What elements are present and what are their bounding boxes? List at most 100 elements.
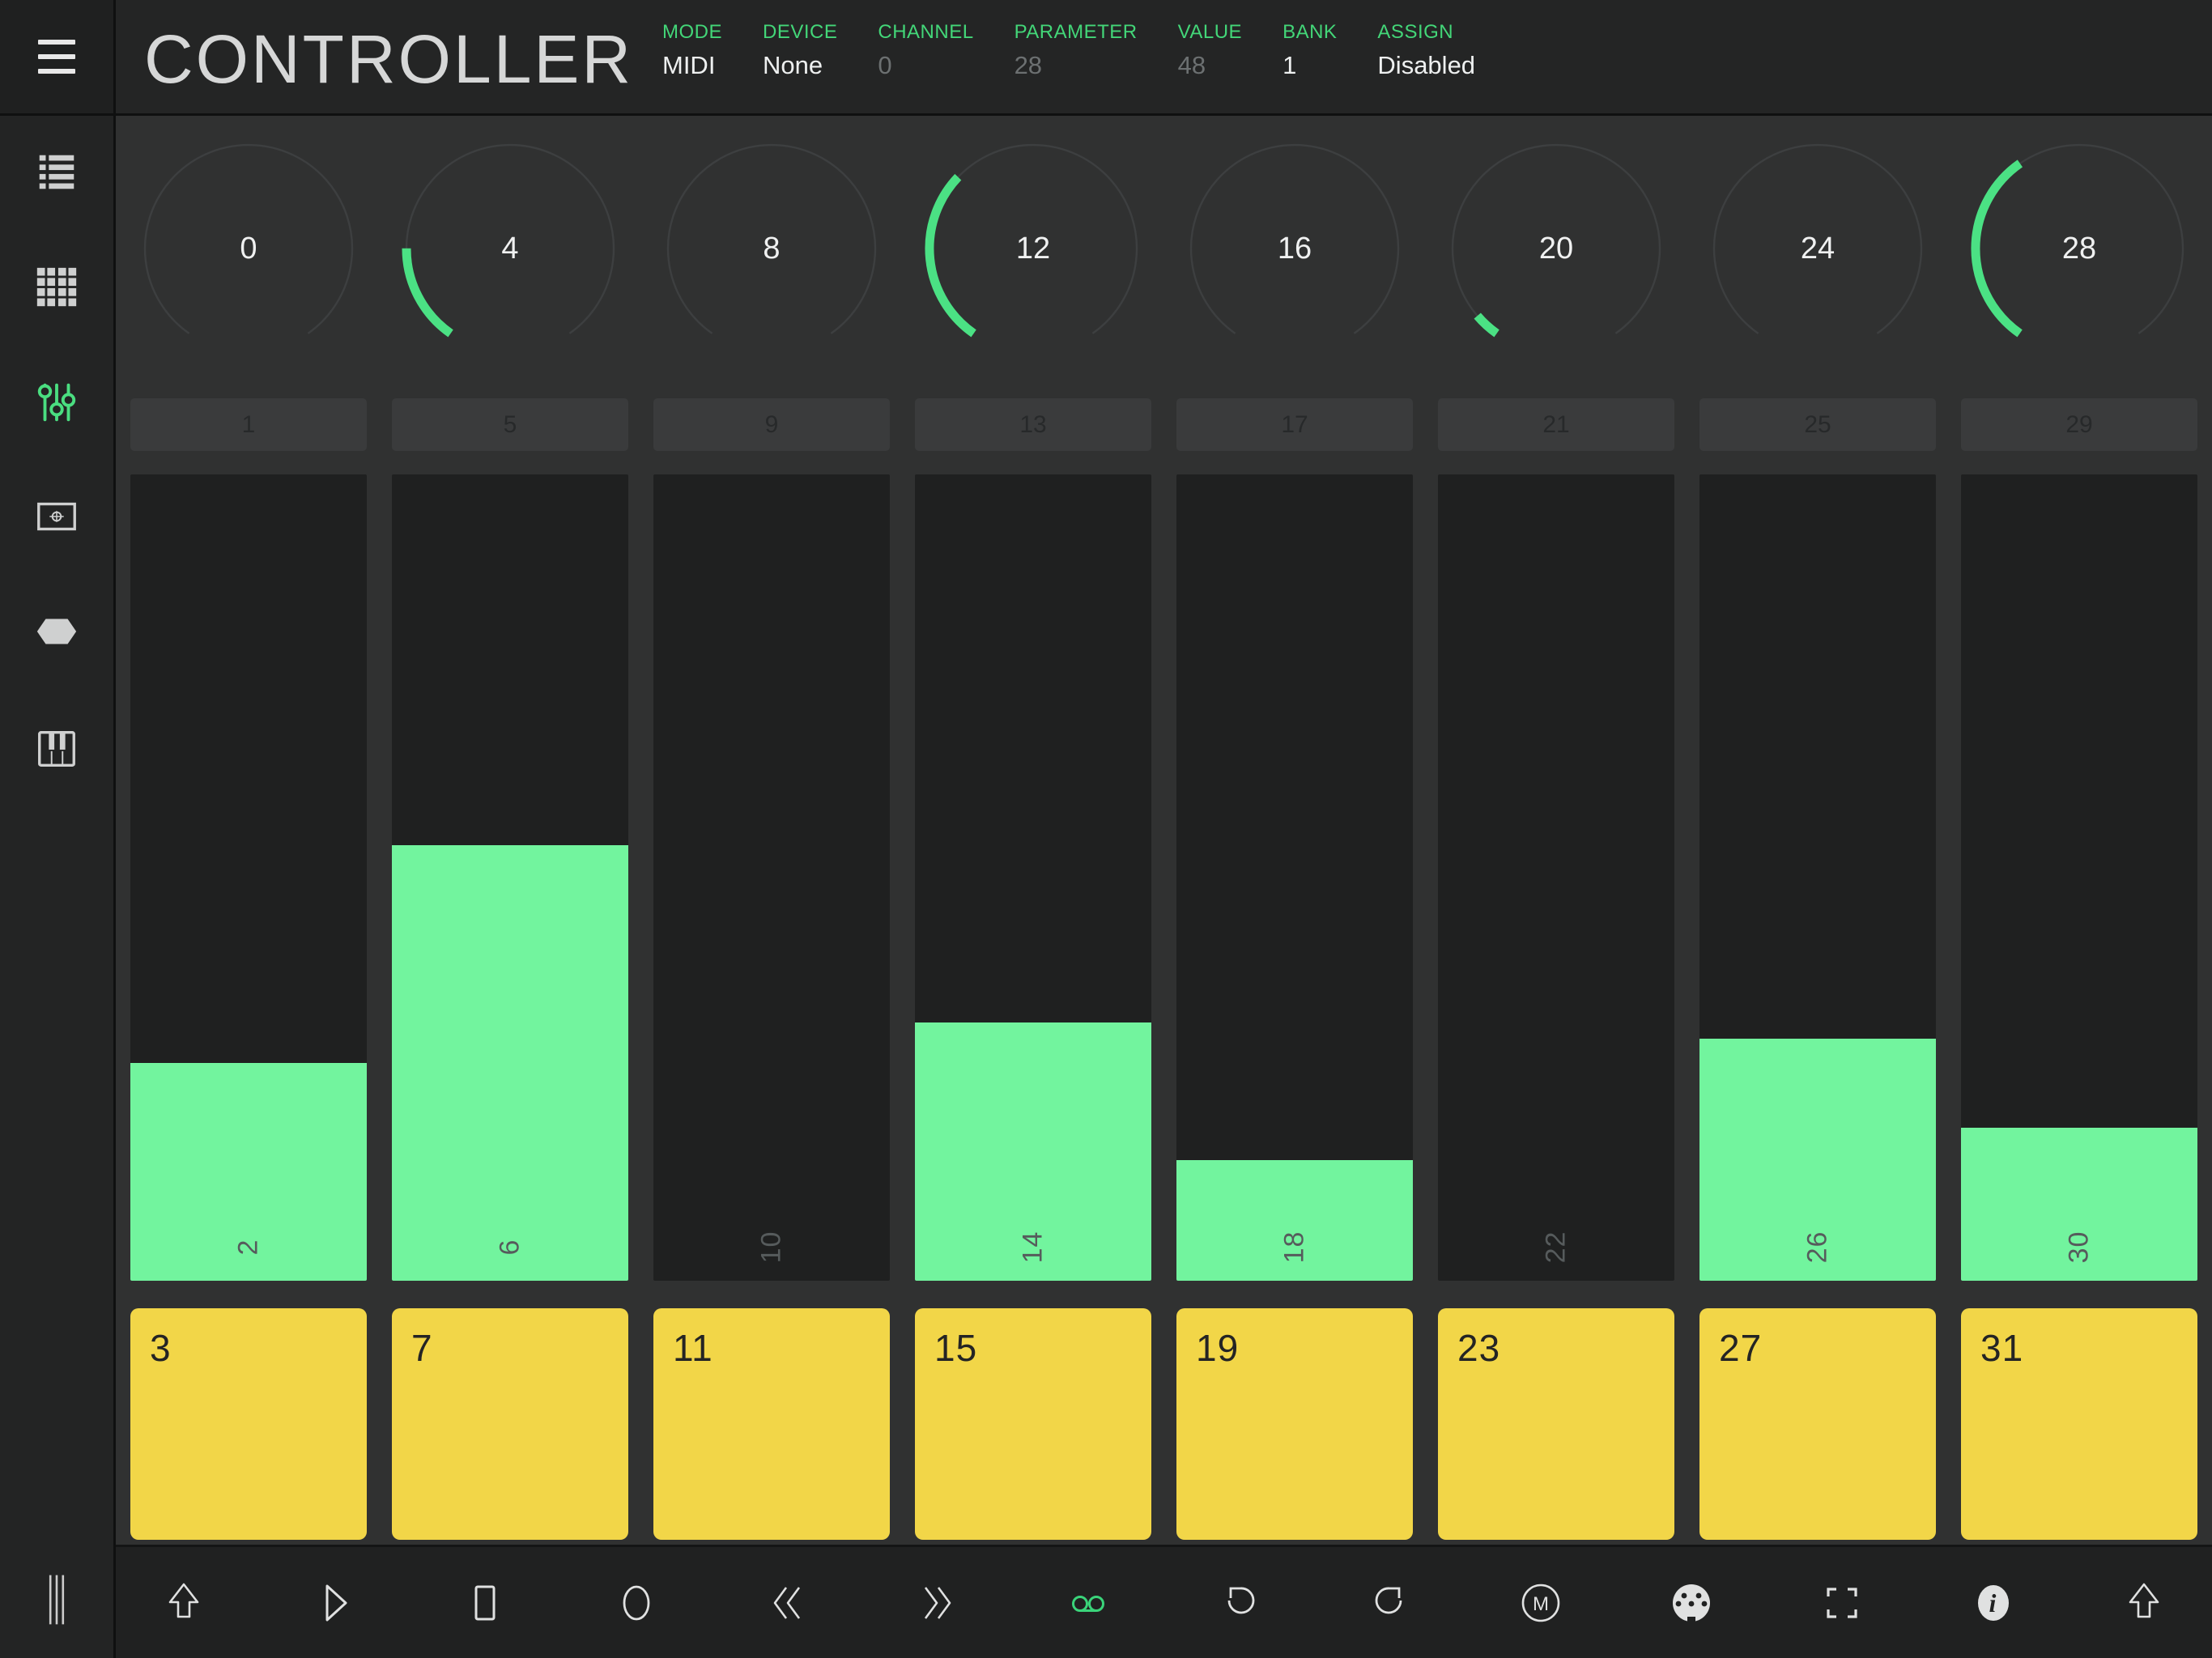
midi-connection-button[interactable] [1665,1577,1717,1629]
play-button[interactable] [308,1577,360,1629]
sliders-icon [33,379,80,426]
hamburger-menu-button[interactable] [0,0,116,113]
sidebar-item-list-view[interactable] [31,146,83,198]
sidebar-drag-handle-icon[interactable] [31,1569,83,1630]
knob-value-label: 0 [240,231,257,266]
knob-value-label: 8 [763,231,781,266]
fader-number-label: 10 [755,1231,787,1263]
field-label: MODE [662,21,722,43]
record-button[interactable] [610,1577,662,1629]
pad-button[interactable]: 23 [1438,1308,1674,1540]
cc-button[interactable]: 5 [392,398,628,451]
fullscreen-button[interactable] [1816,1577,1868,1629]
field-label: ASSIGN [1377,21,1454,43]
sidebar-item-hexagon-view[interactable] [31,606,83,657]
field-label: BANK [1283,21,1338,43]
field-value: 0 [878,51,892,79]
cc-button[interactable]: 21 [1438,398,1674,451]
xypad-icon [33,493,80,540]
cc-button[interactable]: 25 [1699,398,1936,451]
sidebar-item-grid-view[interactable] [31,261,83,313]
knob[interactable]: 0 [135,135,362,362]
controller-column: 16 17 18 19 [1176,116,1413,1545]
cc-button[interactable]: 9 [653,398,890,451]
knob-value-label: 20 [1538,231,1574,266]
pad-number-label: 3 [150,1327,172,1369]
knob[interactable]: 20 [1443,135,1670,362]
cc-button[interactable]: 29 [1961,398,2197,451]
sidebar-item-sliders-view[interactable] [31,376,83,428]
knob-value-label: 4 [501,231,519,266]
sidebar-item-keyboard-view[interactable] [31,723,83,775]
field-value: Disabled [1377,51,1476,79]
cc-button[interactable]: 17 [1176,398,1413,451]
midi-connection-icon [1667,1579,1716,1627]
header-field-mode: MODE MIDI [662,0,722,113]
fader-fill [1961,1127,2197,1281]
field-value: 28 [1014,51,1043,79]
controller-column: 12 13 14 15 [915,116,1151,1545]
sidebar [0,116,116,1658]
knob-value-label: 24 [1800,231,1836,266]
redo-button[interactable] [1364,1577,1416,1629]
cc-button[interactable]: 1 [130,398,367,451]
piano-icon [33,725,80,772]
sidebar-item-xy-pad-view[interactable] [31,491,83,542]
midi-status-fields: MODE MIDI DEVICE None CHANNEL 0 PARAMETER 2… [662,0,1475,113]
rewind-button[interactable] [761,1577,813,1629]
knob[interactable]: 24 [1704,135,1931,362]
fader-fill [915,1022,1151,1281]
field-value: 1 [1283,51,1297,79]
controller-grid: 0 1 2 3 4 5 [116,116,2212,1545]
top-bar: CONTROLLER MODE MIDI DEVICE None CHANNEL 0… [0,0,2212,116]
fader[interactable]: 10 [653,474,890,1281]
rewind-icon [763,1579,811,1627]
metronome-m-button[interactable] [1515,1577,1567,1629]
header-field-assign: ASSIGN Disabled [1377,0,1475,113]
pad-button[interactable]: 7 [392,1308,628,1540]
knob-value-label: 28 [2061,231,2097,266]
pad-number-label: 23 [1457,1327,1501,1369]
grid-icon [33,264,80,311]
pad-number-label: 31 [1980,1327,2024,1369]
header-field-parameter: PARAMETER 28 [1015,0,1138,113]
knob[interactable]: 12 [920,135,1146,362]
fast-forward-button[interactable] [912,1577,963,1629]
play-icon [310,1579,359,1627]
fader[interactable]: 2 [130,474,367,1281]
field-label: CHANNEL [878,21,974,43]
knob-value-label: 16 [1277,231,1312,266]
stop-button[interactable] [459,1577,511,1629]
pad-button[interactable]: 3 [130,1308,367,1540]
pad-number-label: 7 [411,1327,433,1369]
pad-button[interactable]: 31 [1961,1308,2197,1540]
controller-column: 28 29 30 31 [1961,116,2197,1545]
transport-bar [116,1545,2212,1658]
knob[interactable]: 4 [397,135,623,362]
field-label: PARAMETER [1014,21,1138,43]
cc-button[interactable]: 13 [915,398,1151,451]
fader[interactable]: 18 [1176,474,1413,1281]
pad-button[interactable]: 27 [1699,1308,1936,1540]
pad-button[interactable]: 15 [915,1308,1151,1540]
page-up-arrow-button[interactable] [158,1577,210,1629]
fader[interactable]: 14 [915,474,1151,1281]
fader-number-label: 30 [2063,1231,2095,1263]
knob[interactable]: 28 [1966,135,2193,362]
loop-button[interactable] [1062,1577,1114,1629]
controller-column: 0 1 2 3 [130,116,367,1545]
fullscreen-icon [1818,1579,1866,1627]
undo-button[interactable] [1214,1577,1266,1629]
pad-button[interactable]: 19 [1176,1308,1413,1540]
pad-button[interactable]: 11 [653,1308,890,1540]
fader[interactable]: 22 [1438,474,1674,1281]
fader-fill [1699,1039,1936,1281]
fader[interactable]: 30 [1961,474,2197,1281]
info-button[interactable] [1967,1577,2019,1629]
knob[interactable]: 8 [658,135,885,362]
page-up-arrow-2-button[interactable] [2118,1577,2170,1629]
fader[interactable]: 26 [1699,474,1936,1281]
knob[interactable]: 16 [1181,135,1408,362]
stop-icon [461,1579,509,1627]
fader[interactable]: 6 [392,474,628,1281]
